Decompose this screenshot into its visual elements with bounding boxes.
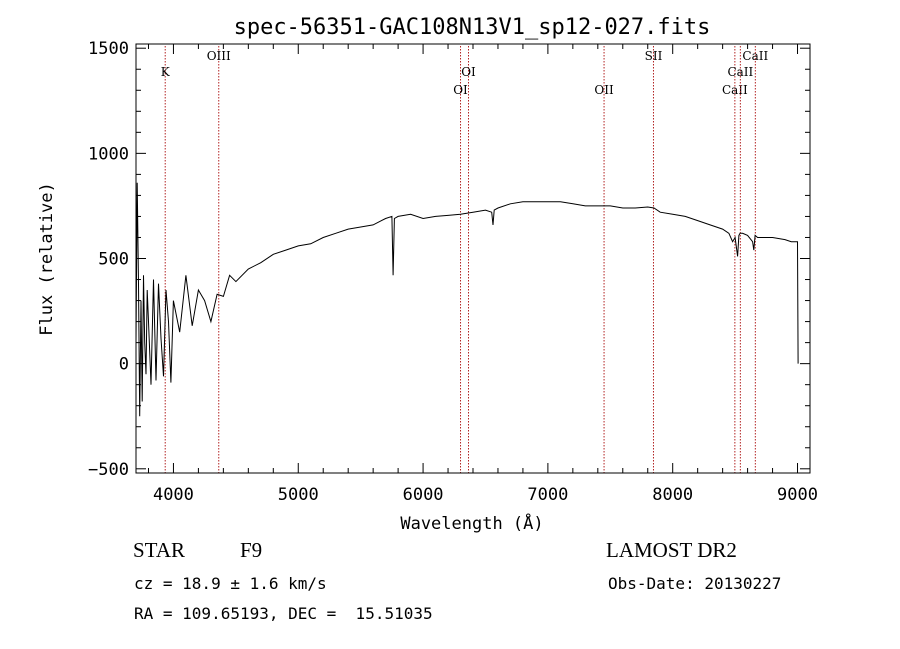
y-tick-label: 1500 — [88, 39, 129, 59]
x-tick-label: 4000 — [153, 485, 194, 505]
y-tick-label: 1000 — [88, 144, 129, 164]
series-line-flux — [135, 182, 799, 417]
x-tick-label: 7000 — [527, 485, 568, 505]
x-tick-label: 6000 — [403, 485, 444, 505]
y-axis-label: Flux (relative) — [37, 182, 57, 336]
obs-date: Obs-Date: 20130227 — [608, 574, 782, 593]
line-label-caii: CaII — [727, 65, 753, 79]
survey-name: LAMOST DR2 — [606, 538, 737, 562]
coordinates: RA = 109.65193, DEC = 15.51035 — [134, 604, 433, 623]
plot-frame — [135, 43, 811, 474]
object-class: STAR — [133, 538, 185, 562]
chart-title: spec-56351-GAC108N13V1_sp12-027.fits — [234, 15, 711, 40]
line-label-oi: OI — [453, 83, 468, 97]
object-subclass: F9 — [240, 538, 263, 562]
y-tick-label: 0 — [119, 355, 129, 375]
y-tick-label: 500 — [98, 250, 129, 270]
y-tick-label: −500 — [88, 460, 129, 480]
line-label-oi: OI — [461, 65, 476, 79]
x-tick-label: 5000 — [278, 485, 319, 505]
line-label-sii: SII — [645, 49, 663, 63]
line-label-caii: CaII — [722, 83, 748, 97]
x-tick-label: 9000 — [777, 485, 818, 505]
line-label-oii: OII — [594, 83, 614, 97]
x-tick-label: 8000 — [652, 485, 693, 505]
line-label-k: K — [161, 65, 171, 79]
series-layer — [135, 182, 799, 417]
x-axis-label: Wavelength (Å) — [400, 512, 543, 534]
line-label-caii: CaII — [742, 49, 768, 63]
redshift-info: cz = 18.9 ± 1.6 km/s — [134, 574, 327, 593]
ticks-layer: 4000 5000 6000 7000 8000 9000 −500 0 500 1000 1500 — [88, 39, 818, 505]
annotation-layer: K OIII OI OI OII SII CaII CaII CaII — [161, 46, 768, 473]
line-label-oiii: OIII — [207, 49, 231, 63]
